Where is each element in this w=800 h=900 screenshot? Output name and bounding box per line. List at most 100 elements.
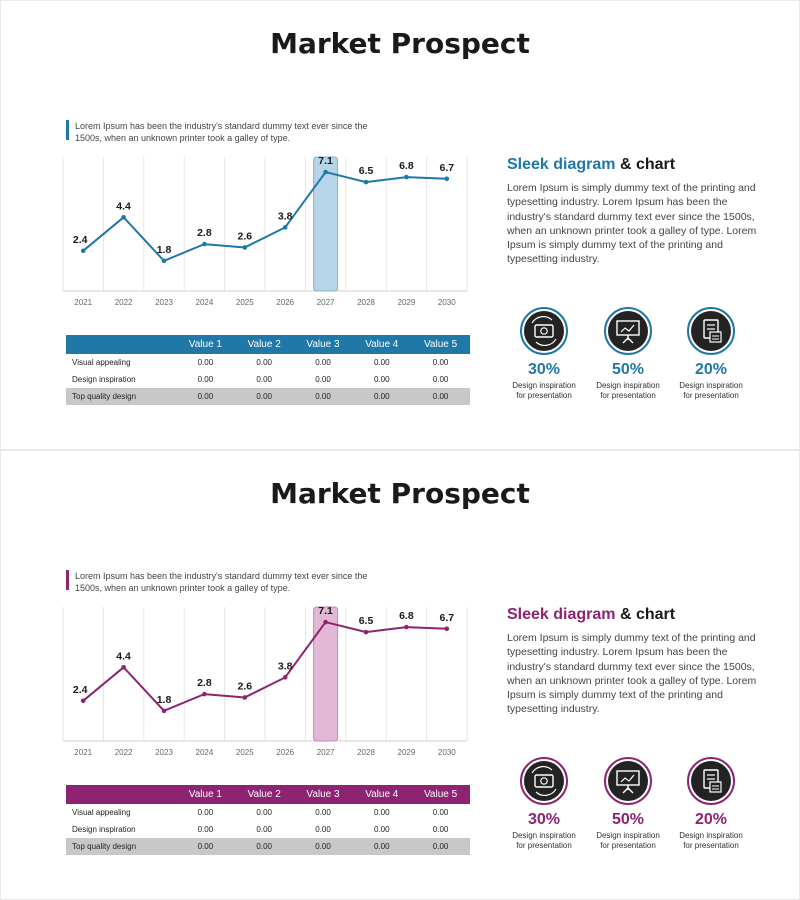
icon-disc <box>691 761 731 801</box>
x-tick-label: 2023 <box>155 748 173 757</box>
table-cell: 0.00 <box>176 838 235 855</box>
table-cell: 0.00 <box>256 375 272 384</box>
data-point <box>242 695 248 700</box>
table-header-cell <box>66 335 176 354</box>
table-row: Top quality design 0.00 0.00 0.00 0.00 0.00 <box>66 838 470 855</box>
stat-caption: Design inspiration for presentation <box>512 381 576 400</box>
data-label: 2.4 <box>73 234 88 246</box>
x-tick-label: 2028 <box>357 748 375 757</box>
section-body-text: Lorem Ipsum is simply dummy text of the … <box>507 632 757 716</box>
row-label: Visual appealing <box>72 808 131 817</box>
table-cell: 0.00 <box>315 825 331 834</box>
x-tick-label: 2029 <box>398 748 416 757</box>
presentation-board-icon <box>616 770 640 794</box>
data-point <box>323 619 328 625</box>
stat-item: 30% Design inspiration for presentation <box>504 757 584 851</box>
table-cell: 0.00 <box>293 388 353 405</box>
data-label: 4.4 <box>116 200 131 212</box>
table-header-cell: Value 1 <box>176 785 235 804</box>
stat-percent: 20% <box>694 361 728 378</box>
table-header-cell: Value 3 <box>293 785 353 804</box>
slide-2: Market Prospect Lorem Ipsum has been the… <box>1 451 799 899</box>
table-header-cell: Value 4 <box>352 335 412 354</box>
x-tick-label: 2025 <box>236 748 254 757</box>
presentation-board-icon <box>616 320 640 344</box>
stat-percent: 30% <box>527 361 561 378</box>
data-label: 6.7 <box>439 162 454 174</box>
table-row: Visual appealing 0.00 0.00 0.00 0.00 0.00 <box>66 804 470 821</box>
table-header-cell: Value 2 <box>234 335 294 354</box>
table-header-cell: Value 2 <box>234 785 294 804</box>
series-line <box>82 170 447 263</box>
table-cell: 0.00 <box>432 358 449 367</box>
section-heading-rest: & chart <box>619 606 676 623</box>
data-label: 7.1 <box>318 155 333 167</box>
table-cell: 0.00 <box>197 358 214 367</box>
table-cell: 0.00 <box>197 825 214 834</box>
stat-percent: 20% <box>694 811 728 828</box>
data-point <box>282 675 288 680</box>
data-label: 1.8 <box>157 244 172 256</box>
data-point <box>363 629 369 635</box>
document-report-icon <box>703 769 722 793</box>
data-label: 3.8 <box>278 210 293 222</box>
x-tick-label: 2021 <box>74 298 92 307</box>
table-cell: 0.00 <box>256 808 272 817</box>
table-cell: 0.00 <box>411 388 470 405</box>
values-table: Value 1 Value 2 Value 3 Value 4 Value 5 Visua… <box>66 335 470 405</box>
stat-item: 30% Design inspiration for presentation <box>504 307 584 401</box>
table-cell: 0.00 <box>197 375 214 384</box>
data-point <box>242 245 248 250</box>
stat-caption: Design inspiration for presentation <box>596 381 660 400</box>
data-label: 2.4 <box>73 684 88 696</box>
table-cell: 0.00 <box>315 358 331 367</box>
section-heading: Sleek diagram & chart <box>507 606 675 624</box>
table-cell: 0.00 <box>256 358 272 367</box>
table-cell: 0.00 <box>197 808 214 817</box>
x-tick-label: 2022 <box>115 748 133 757</box>
section-heading-accent: Sleek diagram <box>507 156 616 173</box>
data-point <box>161 258 167 264</box>
row-label: Top quality design <box>66 838 176 855</box>
x-tick-label: 2022 <box>115 298 133 307</box>
icon-ring <box>687 757 735 805</box>
table-row: Design inspiration 0.00 0.00 0.00 0.00 0.00 <box>66 371 470 388</box>
highlight-band <box>313 606 339 742</box>
x-tick-label: 2030 <box>438 298 456 307</box>
stat-percent: 50% <box>611 361 645 378</box>
x-tick-label: 2028 <box>357 298 375 307</box>
data-point <box>363 179 369 185</box>
x-tick-label: 2026 <box>276 748 294 757</box>
money-cycle-icon <box>531 766 557 796</box>
x-tick-label: 2027 <box>317 748 335 757</box>
table-row: Design inspiration 0.00 0.00 0.00 0.00 0.00 <box>66 821 470 838</box>
section-heading-rest: & chart <box>619 156 676 173</box>
slide-title: Market Prospect <box>270 477 530 510</box>
table-cell: 0.00 <box>352 388 412 405</box>
stat-item: 50% Design inspiration for presentation <box>588 307 668 401</box>
data-label: 2.8 <box>197 227 212 239</box>
section-heading: Sleek diagram & chart <box>507 156 675 174</box>
slide-1: Market Prospect Lorem Ipsum has been the… <box>1 1 799 449</box>
data-label: 6.5 <box>359 615 374 627</box>
data-label: 4.4 <box>116 650 131 662</box>
data-label: 6.8 <box>399 610 414 622</box>
stat-item: 20% Design inspiration for presentation <box>671 757 751 851</box>
section-heading-accent: Sleek diagram <box>507 606 616 623</box>
intro-text-block: Lorem Ipsum has been the industry's stan… <box>66 570 375 594</box>
series-line <box>82 620 447 713</box>
table-cell: 0.00 <box>234 838 294 855</box>
data-point <box>202 691 207 697</box>
table-cell: 0.00 <box>374 808 390 817</box>
data-point <box>444 176 450 182</box>
table-cell: 0.00 <box>432 808 449 817</box>
table-cell: 0.00 <box>374 375 390 384</box>
row-label: Top quality design <box>66 388 176 405</box>
data-label: 3.8 <box>278 660 293 672</box>
values-table: Value 1 Value 2 Value 3 Value 4 Value 5 Visua… <box>66 785 470 855</box>
table-header-cell: Value 3 <box>293 335 353 354</box>
line-chart: 2.4 2021 4.4 2022 1.8 2023 2.8 2024 2.6 2025 3.8 20… <box>62 605 468 757</box>
table-header-cell: Value 1 <box>176 335 235 354</box>
stat-caption: Design inspiration for presentation <box>679 831 743 850</box>
stat-item: 20% Design inspiration for presentation <box>671 307 751 401</box>
